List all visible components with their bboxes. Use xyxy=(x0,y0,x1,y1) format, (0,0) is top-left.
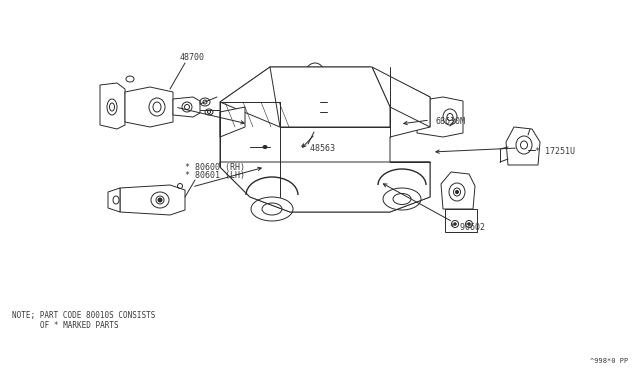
Polygon shape xyxy=(100,83,125,129)
Text: 48700: 48700 xyxy=(180,53,205,62)
Polygon shape xyxy=(307,85,322,135)
Polygon shape xyxy=(506,127,540,165)
Text: * 48563: * 48563 xyxy=(300,144,335,153)
Polygon shape xyxy=(372,67,430,127)
Text: * 90602: * 90602 xyxy=(450,223,485,232)
Polygon shape xyxy=(220,162,430,212)
Text: OF * MARKED PARTS: OF * MARKED PARTS xyxy=(40,321,118,330)
Polygon shape xyxy=(125,87,173,127)
Polygon shape xyxy=(108,188,120,212)
Polygon shape xyxy=(417,97,463,137)
Polygon shape xyxy=(445,209,477,232)
Polygon shape xyxy=(441,172,475,209)
Ellipse shape xyxy=(468,223,470,225)
Text: * 80601 (LH): * 80601 (LH) xyxy=(185,171,245,180)
Ellipse shape xyxy=(456,190,458,193)
Polygon shape xyxy=(407,109,417,125)
Text: 68630M: 68630M xyxy=(435,117,465,126)
Text: * 17251U: * 17251U xyxy=(535,148,575,157)
Polygon shape xyxy=(220,67,430,212)
Ellipse shape xyxy=(158,198,162,202)
Ellipse shape xyxy=(454,223,456,225)
Polygon shape xyxy=(173,97,200,117)
Text: ^998*0 PP: ^998*0 PP xyxy=(589,358,628,364)
Ellipse shape xyxy=(263,145,267,148)
Text: NOTE; PART CODE 80010S CONSISTS: NOTE; PART CODE 80010S CONSISTS xyxy=(12,311,156,320)
Polygon shape xyxy=(220,107,245,137)
Polygon shape xyxy=(120,185,185,215)
Text: * 80600 (RH): * 80600 (RH) xyxy=(185,163,245,172)
Polygon shape xyxy=(220,67,390,127)
